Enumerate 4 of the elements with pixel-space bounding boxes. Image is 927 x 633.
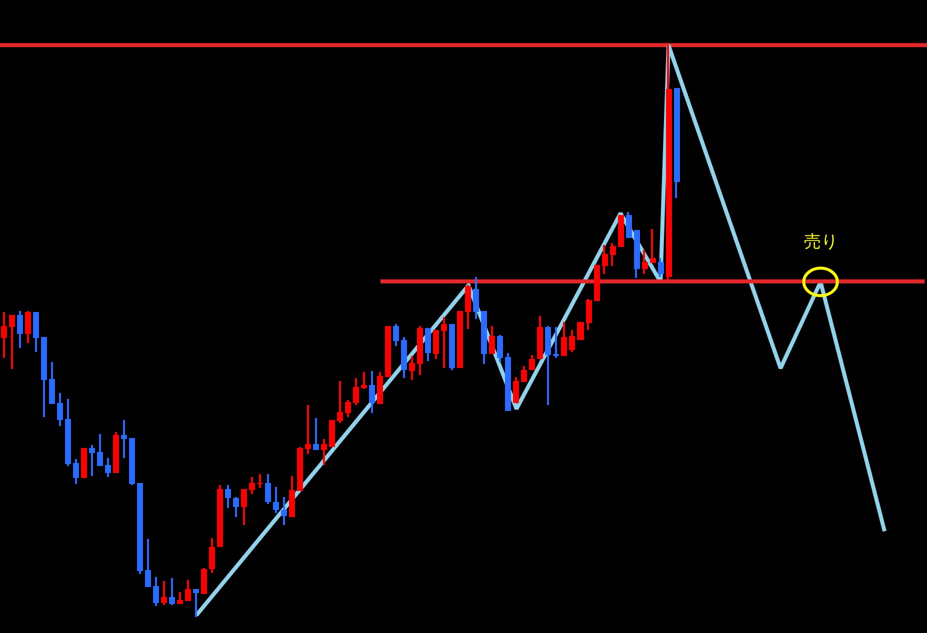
- annotation: 売り: [804, 232, 838, 252]
- candlestick: [305, 405, 311, 454]
- candlestick: [553, 327, 559, 358]
- candlestick: [257, 474, 263, 488]
